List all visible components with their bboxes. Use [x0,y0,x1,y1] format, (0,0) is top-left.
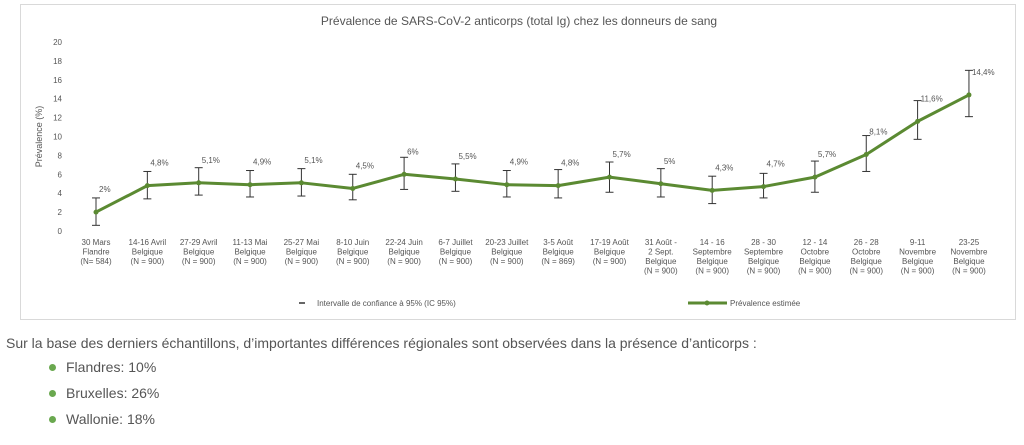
list-item: Wallonie: 18% [47,406,159,432]
bullet-icon [49,390,56,397]
chart-container: Prévalence de SARS-CoV-2 anticorps (tota… [20,4,1016,320]
bullet-icon [49,364,56,371]
data-point [555,183,561,189]
y-tick-label: 2 [58,208,63,217]
data-label: 4,7% [767,160,785,169]
x-tick-label: 27-29 Avril Belgique (N = 900) [180,238,218,266]
data-point [196,180,202,186]
data-label: 4,9% [253,158,271,167]
x-tick-label: 9-11 Novembre Belgique (N = 900) [899,238,936,276]
data-label: 4,3% [715,163,733,172]
x-tick-label: 3-5 Août Belgique (N = 869) [541,238,575,266]
data-point [504,182,510,188]
x-tick-label: 28 - 30 Septembre Belgique (N = 900) [744,238,784,276]
data-point [350,185,356,191]
prevalence-chart: Prévalence de SARS-CoV-2 anticorps (tota… [34,14,995,308]
data-label: 5,7% [818,150,836,159]
y-tick-label: 16 [53,76,62,85]
data-point [144,183,150,189]
y-tick-label: 14 [53,95,62,104]
data-label: 4,9% [510,158,528,167]
y-axis-label: Prévalence (%) [34,106,44,168]
x-tick-label: 26 - 28 Octobre Belgique (N = 900) [849,238,883,276]
x-tick-label: 17-19 Août Belgique (N = 900) [590,238,629,266]
y-tick-label: 0 [58,227,63,236]
x-tick-label: 14 - 16 Septembre Belgique (N = 900) [693,238,733,276]
list-item: Bruxelles: 26% [47,380,159,406]
x-tick-label: 23-25 Novembre Belgique (N = 900) [950,238,987,276]
x-tick-label: 14-16 Avril Belgique (N = 900) [129,238,167,266]
x-tick-label: 8-10 Juin Belgique (N = 900) [336,238,370,266]
x-tick-label: 31 Août -2 Sept. Belgique (N = 900) [644,238,678,276]
data-label: 4,5% [356,161,374,170]
data-label: 11,6% [921,94,943,103]
data-point [709,187,715,193]
region-label: Bruxelles: 26% [66,385,160,401]
data-point [863,151,869,157]
data-label: 14,4% [972,68,995,77]
data-point [93,209,99,215]
regions-list: Flandres: 10% Bruxelles: 26% Wallonie: 1… [47,354,159,432]
data-label: 5% [664,157,676,166]
data-label: 2% [99,185,111,194]
data-point [247,182,253,188]
y-tick-label: 8 [58,151,63,160]
data-point [812,174,818,180]
x-tick-label: 22-24 Juin Belgique (N = 900) [385,238,422,266]
data-point [915,118,921,124]
x-tick-label: 11-13 Mai Belgique (N = 900) [233,238,268,266]
data-label: 5,1% [202,156,220,165]
data-point [966,92,972,98]
data-label: 4,8% [150,159,168,168]
x-tick-label: 20-23 Juillet Belgique (N = 900) [485,238,529,266]
data-label: 6% [407,147,419,156]
data-label: 4,8% [561,159,579,168]
legend-series-label: Prévalence estimée [730,299,801,308]
list-item: Flandres: 10% [47,354,159,380]
y-tick-label: 20 [53,38,62,47]
x-tick-label: 25-27 Mai Belgique (N = 900) [284,238,320,266]
data-point [607,174,612,180]
bullet-icon [49,416,56,423]
prevalence-line [95,93,970,214]
region-label: Flandres: 10% [66,359,157,375]
data-point [761,184,767,190]
y-tick-label: 10 [53,133,62,142]
legend-series-marker [704,300,710,306]
data-point [452,176,458,182]
legend-ci-label: Intervalle de confiance à 95% (IC 95%) [317,299,456,308]
data-point [658,181,664,187]
data-point [401,171,407,177]
y-tick-label: 6 [58,170,63,179]
data-point [298,180,304,186]
y-tick-label: 12 [53,114,62,123]
x-tick-label: 12 - 14 Octobre Belgique (N = 900) [798,238,832,276]
regional-note: Sur la base des derniers échantillons, d… [6,335,757,351]
y-tick-label: 4 [58,189,63,198]
y-tick-label: 18 [53,57,62,66]
data-label: 5,1% [304,156,322,165]
chart-title: Prévalence de SARS-CoV-2 anticorps (tota… [321,14,717,28]
data-label: 8,1% [869,127,887,136]
region-label: Wallonie: 18% [66,411,155,427]
x-tick-label: 30 Mars Flandre (N= 584) [80,238,112,266]
data-label: 5,7% [613,150,631,159]
x-tick-label: 6-7 Juillet Belgique (N = 900) [438,238,473,266]
data-label: 5,5% [458,152,476,161]
